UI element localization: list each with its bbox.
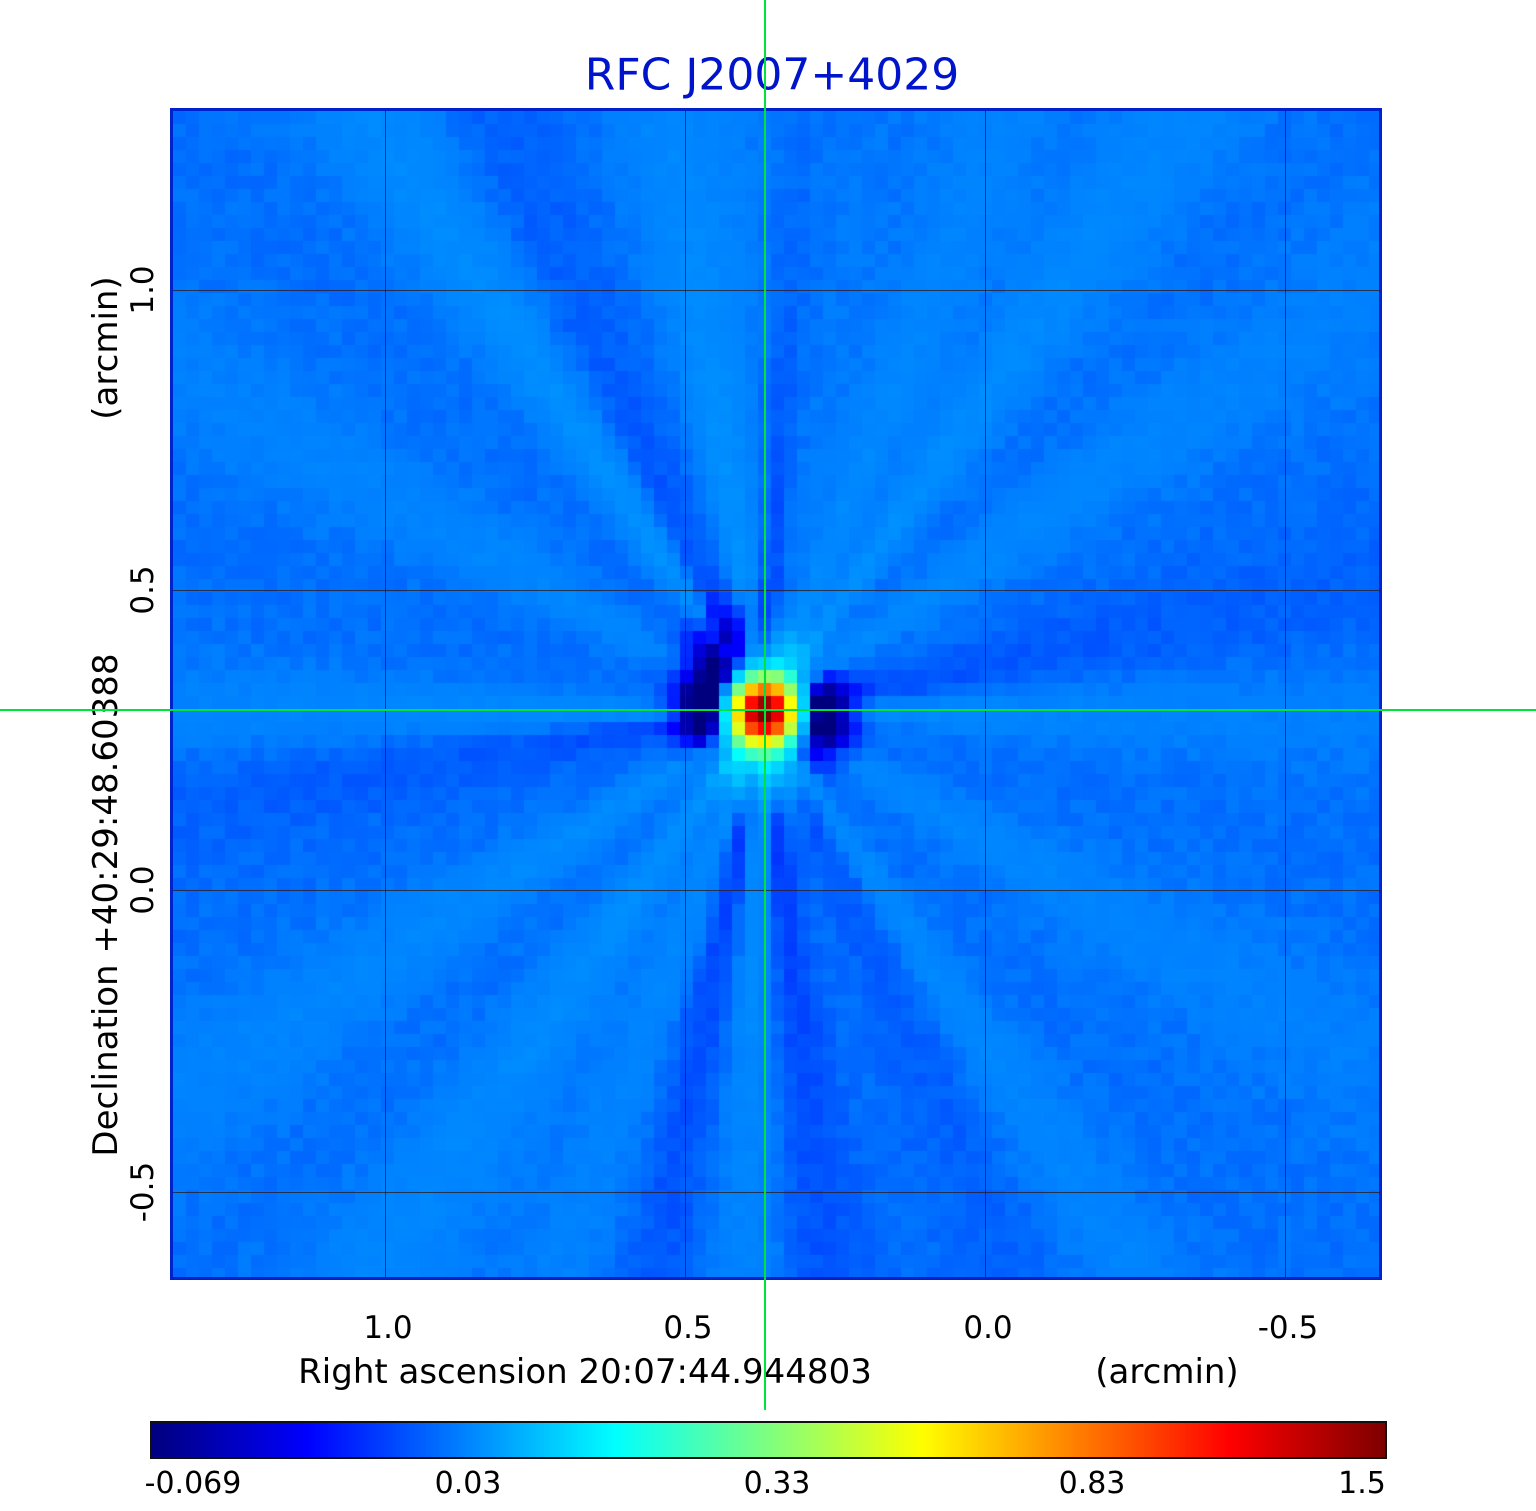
- colorbar: [150, 1421, 1387, 1459]
- grid-line-h-3: [173, 1192, 1379, 1193]
- colorbar-tick-4: 1.5: [1338, 1466, 1386, 1501]
- x-tick-3: -0.5: [1257, 1310, 1319, 1346]
- grid-line-h-1: [173, 590, 1379, 591]
- y-tick-0: 1.0: [125, 265, 161, 315]
- crosshair-horizontal-line: [0, 709, 1536, 711]
- grid-line-v-0: [385, 111, 386, 1277]
- colorbar-tick-3: 0.83: [1058, 1466, 1126, 1501]
- x-tick-1: 0.5: [663, 1310, 713, 1346]
- colorbar-tick-2: 0.33: [743, 1466, 811, 1501]
- y-tick-3: -0.5: [125, 1161, 161, 1223]
- colorbar-tick-1: 0.03: [434, 1466, 502, 1501]
- grid-line-h-2: [173, 890, 1379, 891]
- y-axis-label: Declination +40:29:48.60388: [86, 653, 126, 1157]
- x-tick-2: 0.0: [963, 1310, 1013, 1346]
- grid-line-v-1: [685, 111, 686, 1277]
- grid-line-v-3: [1285, 111, 1286, 1277]
- grid-line-h-0: [173, 290, 1379, 291]
- colorbar-tick-0: -0.069: [144, 1466, 242, 1501]
- x-axis-unit-label: (arcmin): [1095, 1352, 1239, 1392]
- heatmap-canvas: [173, 111, 1379, 1277]
- x-axis-label: Right ascension 20:07:44.944803: [298, 1352, 872, 1392]
- crosshair-vertical-line: [764, 0, 766, 1410]
- y-tick-2: 0.0: [125, 865, 161, 915]
- plot-area: [170, 108, 1382, 1280]
- y-axis-unit-label: (arcmin): [86, 276, 126, 420]
- grid-line-v-2: [985, 111, 986, 1277]
- y-tick-1: 0.5: [125, 565, 161, 615]
- x-tick-0: 1.0: [363, 1310, 413, 1346]
- colorbar-canvas: [152, 1423, 1385, 1457]
- plot-title: RFC J2007+4029: [584, 49, 960, 101]
